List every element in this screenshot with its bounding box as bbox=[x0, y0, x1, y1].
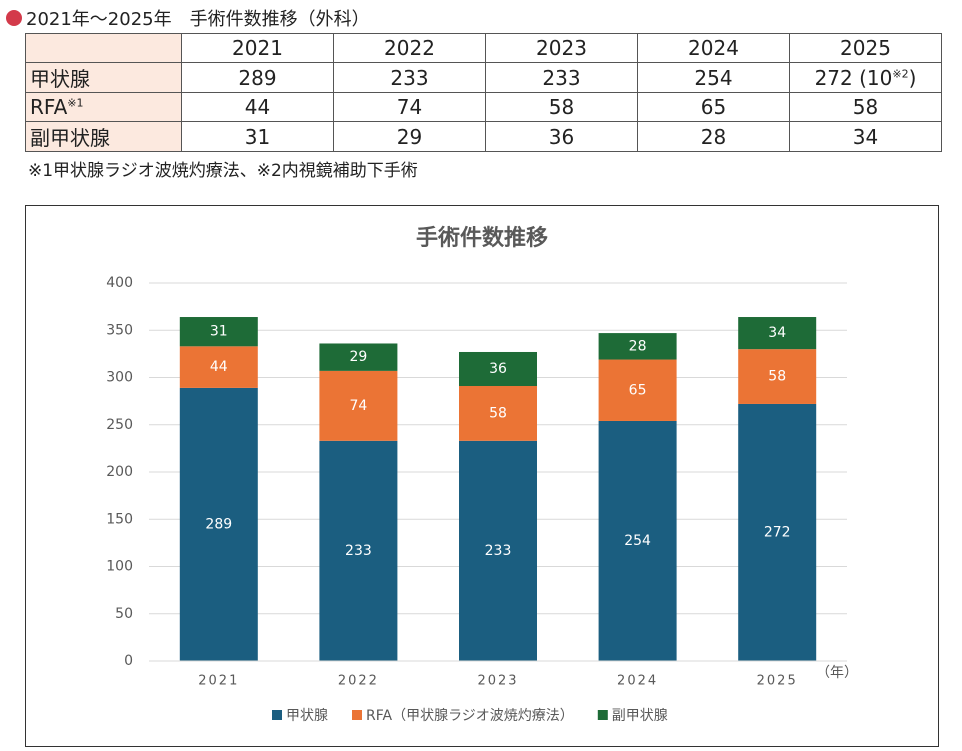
cell: 233 bbox=[485, 62, 638, 93]
column-header: 2024 bbox=[637, 33, 790, 63]
bar-segment bbox=[459, 440, 537, 661]
table-row: 甲状腺 289 233 233 254 272 (10※2) bbox=[25, 62, 942, 93]
data-label: 29 bbox=[349, 349, 367, 365]
cell-note: ※2 bbox=[892, 66, 909, 80]
bullet bbox=[6, 10, 22, 26]
cell: 58 bbox=[789, 92, 942, 122]
data-label: 44 bbox=[210, 359, 228, 375]
corner-cell bbox=[25, 33, 182, 63]
bar-segment bbox=[738, 317, 817, 350]
legend-label: 甲状腺 bbox=[286, 708, 328, 724]
data-label: 28 bbox=[629, 338, 647, 354]
data-label: 65 bbox=[629, 382, 647, 398]
x-tick-label: 2022 bbox=[338, 674, 379, 689]
table-row: RFA※1 44 74 58 65 58 bbox=[25, 92, 942, 122]
bar-segment bbox=[319, 343, 398, 371]
data-label: 289 bbox=[205, 516, 232, 532]
bar-segment bbox=[738, 349, 817, 404]
data-label: 233 bbox=[485, 543, 512, 559]
y-tick-label: 250 bbox=[106, 417, 133, 433]
data-label: 233 bbox=[345, 543, 372, 559]
legend-swatch bbox=[352, 710, 362, 720]
x-tick-label: 2023 bbox=[477, 674, 518, 689]
cell-text: 272 (10 bbox=[814, 65, 893, 90]
bar-segment bbox=[179, 317, 258, 347]
data-label: 34 bbox=[768, 325, 786, 341]
row-label: 甲状腺 bbox=[25, 62, 182, 93]
bar-segment bbox=[459, 386, 537, 441]
data-label: 58 bbox=[768, 369, 786, 385]
bar-segment bbox=[738, 403, 817, 661]
data-label: 254 bbox=[624, 533, 651, 549]
y-tick-label: 50 bbox=[115, 606, 133, 622]
label-note: ※1 bbox=[67, 96, 84, 110]
column-header: 2025 bbox=[789, 33, 942, 63]
y-tick-label: 0 bbox=[124, 653, 133, 669]
column-header: 2022 bbox=[333, 33, 486, 63]
label-text: RFA bbox=[30, 95, 68, 119]
cell: 44 bbox=[181, 92, 334, 122]
title: 2021年〜2025年 手術件数推移（外科） bbox=[26, 9, 370, 30]
y-tick-label: 300 bbox=[106, 370, 133, 386]
cell: 272 (10※2) bbox=[789, 62, 942, 93]
cell: 34 bbox=[789, 121, 942, 152]
data-label: 31 bbox=[210, 324, 228, 340]
legend-swatch bbox=[272, 710, 282, 720]
bar-segment bbox=[319, 440, 398, 661]
y-tick-label: 200 bbox=[106, 464, 133, 480]
y-tick-label: 400 bbox=[106, 275, 133, 291]
cell: 289 bbox=[181, 62, 334, 93]
legend-label: RFA（甲状腺ラジオ波焼灼療法） bbox=[366, 707, 574, 724]
bar-segment bbox=[598, 359, 677, 421]
cell: 31 bbox=[181, 121, 334, 152]
heading: 2021年〜2025年 手術件数推移（外科） bbox=[6, 5, 370, 31]
y-tick-label: 350 bbox=[106, 322, 133, 338]
cell: 74 bbox=[333, 92, 486, 122]
column-header: 2021 bbox=[181, 33, 334, 63]
label-text: 甲状腺 bbox=[30, 67, 90, 91]
bar-segment bbox=[598, 420, 677, 661]
bar-segment bbox=[179, 346, 258, 388]
table-row: 副甲状腺 31 29 36 28 34 bbox=[25, 121, 942, 152]
cell: 28 bbox=[637, 121, 790, 152]
data-label: 58 bbox=[489, 405, 507, 421]
cell: 29 bbox=[333, 121, 486, 152]
data-label: 272 bbox=[764, 524, 791, 540]
chart: 手術件数推移 0 50 100 150 200 250 300 350 400 2021 289 44… bbox=[25, 205, 939, 747]
row-label: 副甲状腺 bbox=[25, 121, 182, 152]
legend-swatch bbox=[597, 710, 608, 720]
bar-segment bbox=[319, 370, 398, 441]
column-header: 2023 bbox=[485, 33, 638, 63]
y-tick-label: 150 bbox=[106, 511, 133, 527]
footnote: ※1甲状腺ラジオ波焼灼療法、※2内視鏡補助下手術 bbox=[28, 161, 418, 181]
data-label: 74 bbox=[349, 398, 367, 414]
bar-segment bbox=[459, 351, 537, 387]
cell: 233 bbox=[333, 62, 486, 93]
legend-label: 副甲状腺 bbox=[612, 708, 668, 724]
row-label: RFA※1 bbox=[25, 92, 182, 122]
chart-title: 手術件数推移 bbox=[416, 225, 548, 251]
cell: 58 bbox=[485, 92, 638, 122]
cell: 36 bbox=[485, 121, 638, 152]
cell: 254 bbox=[637, 62, 790, 93]
x-unit: （年） bbox=[816, 665, 858, 681]
x-tick-label: 2024 bbox=[617, 674, 658, 689]
bar-segment bbox=[598, 333, 677, 360]
x-tick-label: 2021 bbox=[198, 674, 239, 689]
header-row: 2021 2022 2023 2024 2025 bbox=[25, 33, 942, 63]
data-label: 36 bbox=[489, 361, 507, 377]
bar-segment bbox=[179, 387, 258, 661]
data-table: 2021 2022 2023 2024 2025 甲状腺 289 233 233 254 272 (… bbox=[25, 33, 942, 152]
y-tick-label: 100 bbox=[106, 559, 133, 575]
cell: 65 bbox=[637, 92, 790, 122]
x-tick-label: 2025 bbox=[757, 674, 798, 689]
label-text: 副甲状腺 bbox=[30, 126, 110, 150]
cell-text: ) bbox=[908, 65, 917, 90]
